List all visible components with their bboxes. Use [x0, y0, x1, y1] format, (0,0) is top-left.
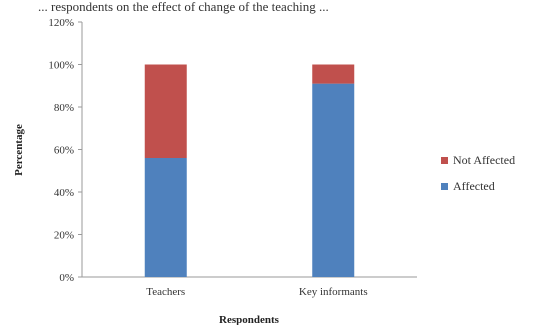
x-axis-title: Respondents: [219, 314, 280, 325]
legend-swatch-affected: [441, 183, 448, 190]
bars-group: [144, 64, 355, 277]
bar-affected-teachers: [144, 158, 187, 277]
y-tick-label: 20%: [54, 230, 74, 242]
y-tick-label: 120%: [48, 17, 74, 29]
legend-label-not-affected: Not Affected: [453, 153, 515, 167]
y-axis-ticks: 0% 20% 40% 60% 80% 100% 120%: [48, 17, 82, 284]
y-tick-label: 80%: [54, 102, 74, 114]
x-axis-ticks: Teachers Key informants: [146, 286, 367, 298]
bar-affected-key-informants: [312, 83, 355, 277]
bar-not-affected-key-informants: [312, 64, 355, 84]
legend-label-affected: Affected: [453, 179, 495, 193]
y-tick-label: 0%: [59, 272, 74, 284]
x-tick-label: Teachers: [146, 286, 185, 298]
y-tick-label: 40%: [54, 187, 74, 199]
legend: Not Affected Affected: [441, 153, 515, 193]
y-axis-title: Percentage: [13, 124, 25, 176]
y-tick-label: 100%: [48, 60, 74, 72]
x-tick-label: Key informants: [299, 286, 368, 298]
header-fragment: ... respondents on the effect of change …: [38, 0, 329, 14]
bar-not-affected-teachers: [144, 64, 187, 158]
legend-swatch-not-affected: [441, 157, 448, 164]
y-tick-label: 60%: [54, 145, 74, 157]
